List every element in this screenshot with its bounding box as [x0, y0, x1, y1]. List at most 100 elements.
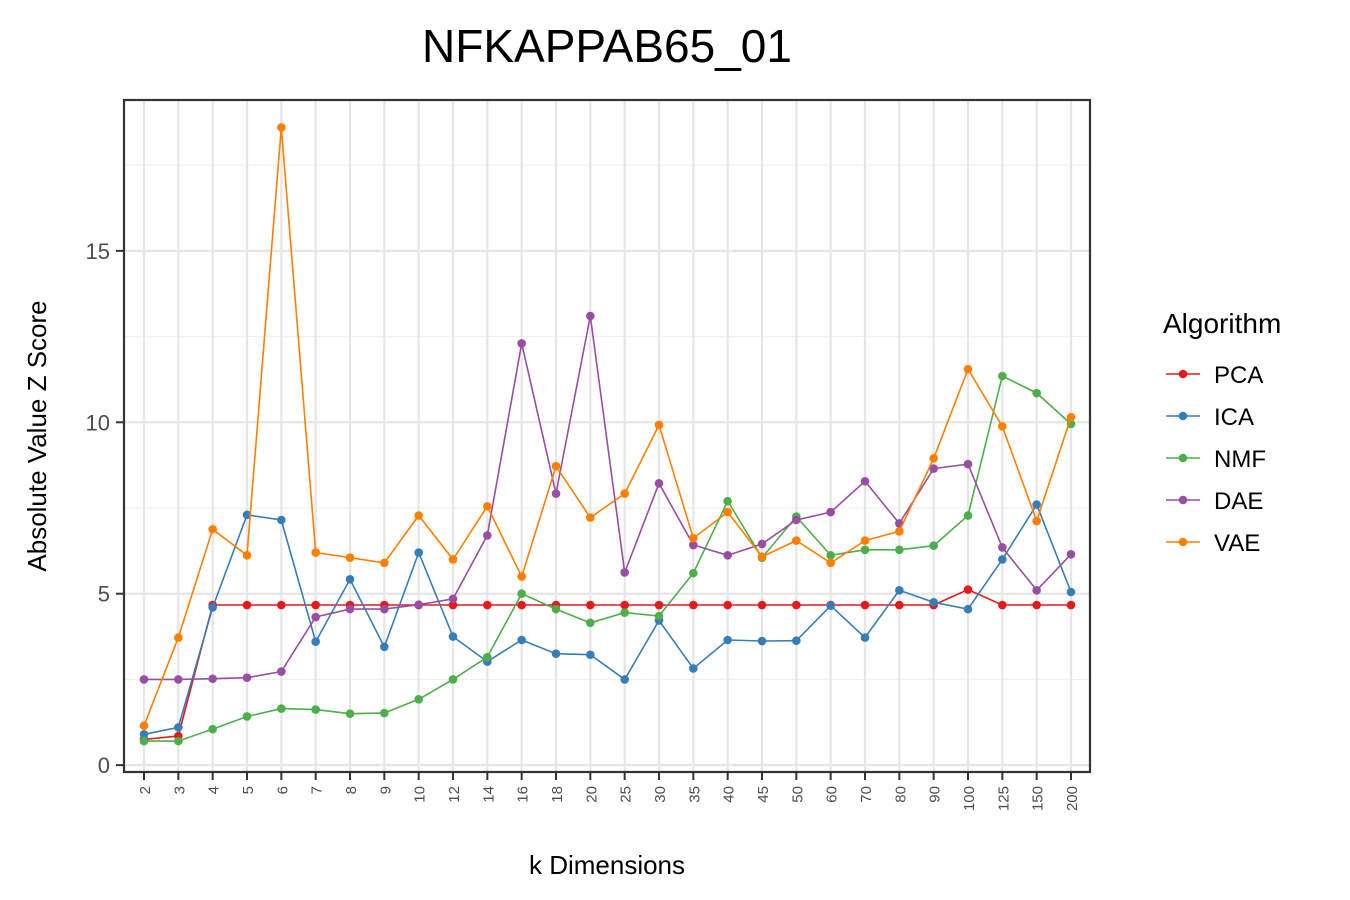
data-point — [311, 612, 320, 622]
data-point — [345, 709, 355, 719]
data-point — [174, 736, 183, 746]
data-point — [963, 604, 973, 614]
data-point — [277, 667, 286, 676]
x-tick-label: 2 — [137, 786, 154, 794]
x-tick-label: 6 — [274, 786, 291, 794]
data-point — [551, 649, 561, 659]
x-tick-label: 14 — [480, 786, 497, 803]
data-point — [963, 511, 973, 520]
data-point — [586, 311, 595, 321]
data-point — [551, 604, 561, 614]
x-tick-label: 20 — [583, 786, 600, 803]
data-point — [1032, 500, 1041, 509]
grid-lines — [124, 100, 1090, 772]
data-point — [792, 536, 801, 545]
data-point — [414, 695, 423, 704]
y-axis-title: Absolute Value Z Score — [22, 300, 52, 571]
data-point — [1032, 585, 1041, 595]
data-point — [345, 604, 355, 614]
x-tick-label: 40 — [721, 786, 738, 803]
y-tick-label: 5 — [98, 582, 110, 607]
data-point — [139, 736, 149, 746]
data-point — [483, 531, 492, 540]
chart-title: NFKAPPAB65_01 — [422, 20, 792, 72]
data-point — [792, 636, 801, 645]
data-point — [448, 675, 458, 684]
data-point — [1032, 516, 1041, 526]
series-line — [144, 374, 1072, 742]
data-point — [414, 600, 423, 609]
data-point — [448, 632, 458, 641]
data-point — [654, 600, 664, 610]
data-point — [620, 489, 629, 498]
data-point — [139, 729, 149, 739]
data-point — [174, 633, 183, 642]
data-point — [311, 637, 320, 647]
data-point — [723, 496, 732, 506]
data-point — [895, 545, 904, 555]
x-tick-label: 10 — [412, 786, 429, 803]
data-point — [586, 513, 595, 522]
data-point — [689, 533, 698, 543]
data-point — [345, 575, 355, 584]
y-tick-label: 10 — [86, 410, 110, 435]
data-point — [242, 510, 252, 520]
data-point — [1066, 549, 1076, 559]
data-point — [174, 723, 183, 732]
data-point — [757, 552, 767, 561]
series-line — [144, 315, 1072, 681]
data-point — [1066, 587, 1076, 597]
legend-item-pca: PCA — [1166, 362, 1263, 389]
series-pca — [139, 585, 1076, 744]
data-point — [380, 708, 389, 718]
data-point — [517, 572, 526, 581]
data-point — [723, 551, 732, 560]
data-point — [1032, 388, 1041, 398]
data-point — [483, 501, 492, 511]
data-point — [448, 555, 458, 564]
data-point — [792, 515, 801, 525]
data-point — [586, 650, 595, 660]
data-point — [586, 600, 595, 610]
legend-label: PCA — [1214, 362, 1263, 389]
data-point — [895, 585, 904, 595]
data-point — [689, 600, 698, 610]
data-point — [174, 675, 183, 684]
data-point — [139, 675, 149, 684]
data-point — [860, 545, 870, 555]
x-tick-label: 5 — [240, 786, 257, 794]
legend: PCA ICA NMF DAE VAE — [1166, 362, 1266, 557]
data-point — [311, 548, 320, 557]
data-point — [208, 674, 217, 684]
data-point — [723, 600, 732, 610]
data-point — [860, 633, 870, 642]
x-tick-label: 12 — [446, 786, 463, 803]
data-point — [1032, 600, 1041, 610]
data-point — [929, 464, 938, 473]
data-point — [242, 712, 252, 721]
data-point — [1066, 600, 1076, 610]
data-point — [963, 364, 973, 374]
data-point — [345, 553, 355, 563]
data-point — [380, 642, 389, 652]
data-point — [483, 600, 492, 610]
legend-key-point — [1178, 369, 1188, 379]
data-point — [723, 635, 732, 645]
data-point — [654, 479, 664, 488]
data-point — [860, 536, 870, 545]
data-point — [277, 515, 286, 525]
data-point — [1066, 412, 1076, 422]
y-tick-label: 0 — [98, 753, 110, 778]
data-point — [860, 600, 870, 610]
legend-item-vae: VAE — [1166, 530, 1260, 557]
data-point — [311, 705, 320, 714]
data-point — [998, 555, 1007, 564]
x-tick-label: 90 — [927, 786, 944, 803]
series-line — [143, 588, 1071, 741]
data-point — [689, 664, 698, 673]
data-point — [723, 507, 732, 517]
data-point — [963, 459, 973, 469]
data-point — [929, 453, 938, 463]
data-point — [620, 600, 629, 610]
